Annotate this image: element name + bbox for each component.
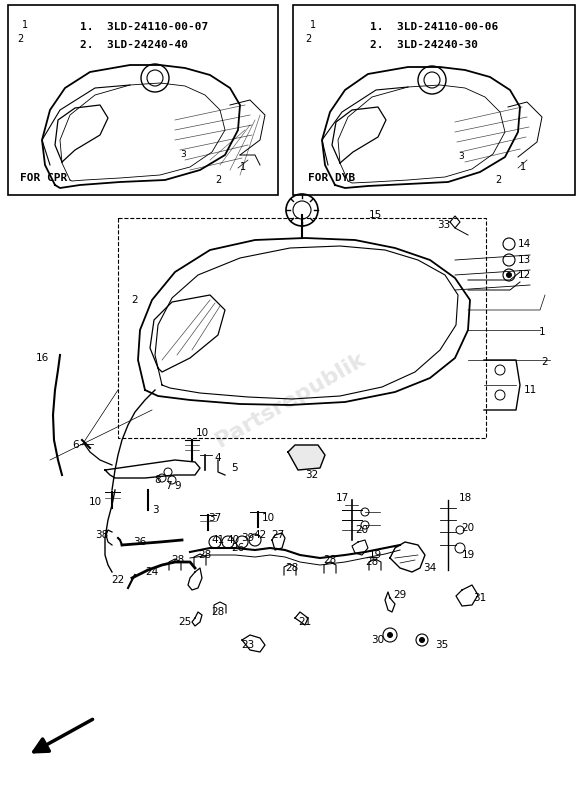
Bar [118, 218, 486, 438]
Text: 8: 8 [155, 475, 162, 485]
Text: 13: 13 [517, 255, 530, 265]
Bar [293, 5, 575, 195]
Text: 5: 5 [232, 463, 238, 473]
Text: 2: 2 [215, 175, 221, 185]
Text: 28: 28 [365, 557, 379, 567]
Text: 23: 23 [241, 640, 254, 650]
Text: 37: 37 [209, 513, 221, 523]
Text: 28: 28 [171, 555, 185, 565]
Text: 19: 19 [368, 550, 382, 560]
Text: 26: 26 [231, 543, 245, 553]
Text: 20: 20 [356, 525, 368, 535]
Text: 22: 22 [112, 575, 125, 585]
Text: Partsrepublik: Partsrepublik [211, 349, 368, 451]
Text: 28: 28 [324, 555, 336, 565]
Text: 1: 1 [520, 162, 526, 172]
Text: 2: 2 [541, 357, 548, 367]
Circle shape [419, 637, 425, 643]
Text: FOR CPR: FOR CPR [20, 173, 67, 183]
Text: 1.  3LD-24110-00-06: 1. 3LD-24110-00-06 [370, 22, 498, 32]
Text: 39: 39 [241, 533, 254, 543]
Text: 20: 20 [461, 523, 475, 533]
Text: 28: 28 [285, 563, 299, 573]
Text: 17: 17 [335, 493, 349, 503]
Text: 30: 30 [371, 635, 385, 645]
Circle shape [387, 632, 393, 638]
Text: 2.  3LD-24240-30: 2. 3LD-24240-30 [370, 40, 478, 50]
Text: 1.  3LD-24110-00-07: 1. 3LD-24110-00-07 [80, 22, 208, 32]
Text: 29: 29 [393, 590, 407, 600]
Text: 3: 3 [180, 150, 186, 159]
Text: 7: 7 [164, 481, 171, 491]
Text: 15: 15 [368, 210, 382, 220]
Text: 10: 10 [88, 497, 102, 507]
Text: 2: 2 [305, 34, 311, 44]
Text: 3: 3 [458, 152, 464, 161]
Bar [8, 5, 278, 195]
Text: 35: 35 [435, 640, 449, 650]
Text: 36: 36 [134, 537, 146, 547]
Text: FOR DYB: FOR DYB [308, 173, 355, 183]
Text: 11: 11 [523, 385, 537, 395]
Text: 2: 2 [17, 34, 23, 44]
Text: 9: 9 [175, 481, 181, 491]
Text: 1: 1 [310, 20, 316, 30]
Text: 27: 27 [271, 530, 285, 540]
Text: 6: 6 [73, 440, 80, 450]
Text: 33: 33 [437, 220, 451, 230]
Text: 16: 16 [35, 353, 49, 363]
Text: 42: 42 [253, 530, 267, 540]
Text: 10: 10 [261, 513, 275, 523]
Circle shape [506, 272, 512, 278]
Text: 1: 1 [22, 20, 28, 30]
Text: 21: 21 [299, 617, 311, 627]
Text: 4: 4 [215, 453, 221, 463]
Polygon shape [288, 445, 325, 470]
Text: 40: 40 [227, 535, 239, 545]
Text: 25: 25 [178, 617, 192, 627]
Text: 38: 38 [95, 530, 109, 540]
Text: 2: 2 [132, 295, 138, 305]
Text: 19: 19 [461, 550, 475, 560]
Text: 14: 14 [517, 239, 530, 249]
Text: 12: 12 [517, 270, 530, 280]
Text: 18: 18 [458, 493, 472, 503]
Text: 10: 10 [195, 428, 209, 438]
Text: 32: 32 [306, 470, 318, 480]
Text: 2: 2 [495, 175, 501, 185]
Text: 34: 34 [424, 563, 437, 573]
Text: 31: 31 [474, 593, 487, 603]
Text: 3: 3 [152, 505, 158, 515]
Text: 1: 1 [240, 162, 246, 172]
Text: 1: 1 [539, 327, 546, 337]
Text: 41: 41 [211, 535, 225, 545]
Text: 2.  3LD-24240-40: 2. 3LD-24240-40 [80, 40, 188, 50]
Text: 28: 28 [198, 550, 211, 560]
Text: 24: 24 [145, 567, 159, 577]
Text: 28: 28 [211, 607, 225, 617]
